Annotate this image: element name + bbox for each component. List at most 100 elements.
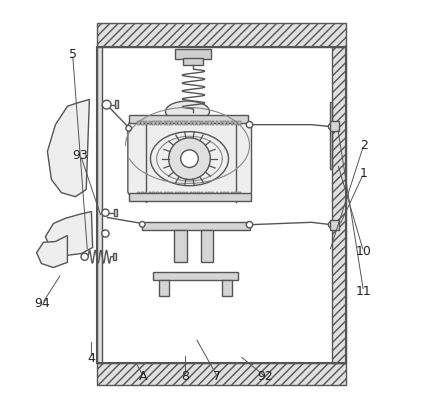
Text: 2: 2	[360, 139, 368, 152]
Bar	[160, 192, 162, 196]
Circle shape	[126, 125, 132, 131]
Bar	[182, 121, 185, 125]
Text: 1: 1	[360, 167, 368, 180]
Text: 92: 92	[258, 370, 273, 383]
Ellipse shape	[151, 132, 229, 186]
Bar	[194, 121, 196, 125]
Bar	[142, 222, 249, 230]
Ellipse shape	[166, 101, 210, 122]
Text: 7: 7	[214, 370, 222, 383]
Bar	[175, 192, 177, 196]
Bar	[129, 114, 248, 123]
Bar	[194, 192, 196, 196]
Bar	[231, 192, 233, 196]
Text: 93: 93	[73, 149, 89, 162]
Bar	[216, 192, 218, 196]
Bar	[205, 192, 207, 196]
Bar	[220, 121, 222, 125]
Circle shape	[328, 222, 335, 228]
Bar	[97, 48, 102, 363]
FancyBboxPatch shape	[128, 122, 252, 195]
Bar	[331, 48, 346, 363]
Bar	[149, 121, 151, 125]
Bar	[227, 121, 229, 125]
Bar	[153, 272, 238, 280]
Bar	[186, 121, 188, 125]
Bar	[330, 102, 331, 170]
Bar	[156, 121, 159, 125]
Bar	[197, 121, 199, 125]
Circle shape	[81, 253, 88, 260]
Bar	[182, 192, 185, 196]
Circle shape	[328, 123, 335, 130]
Bar	[175, 121, 177, 125]
Bar	[97, 48, 346, 363]
Text: 4: 4	[87, 352, 95, 365]
Bar	[212, 192, 214, 196]
Bar	[238, 192, 241, 196]
Bar	[97, 363, 346, 385]
Bar	[128, 193, 251, 202]
Bar	[149, 192, 151, 196]
Bar	[175, 50, 211, 59]
Bar	[205, 121, 207, 125]
Bar	[330, 220, 339, 230]
Bar	[186, 192, 188, 196]
Text: 94: 94	[34, 297, 50, 310]
Circle shape	[102, 209, 109, 216]
Bar	[212, 121, 214, 125]
Circle shape	[102, 100, 111, 109]
Bar	[97, 23, 346, 48]
Bar	[171, 192, 174, 196]
Bar	[183, 58, 203, 65]
Text: 10: 10	[356, 245, 372, 258]
Bar	[113, 253, 116, 260]
Bar	[227, 192, 229, 196]
Text: 8: 8	[182, 370, 190, 383]
Bar	[114, 209, 117, 216]
Bar	[174, 230, 187, 262]
Bar	[234, 192, 237, 196]
Circle shape	[140, 222, 145, 227]
Bar	[234, 121, 237, 125]
Bar	[171, 121, 174, 125]
Circle shape	[246, 222, 253, 228]
Bar	[201, 230, 214, 262]
Text: 5: 5	[69, 48, 77, 61]
Circle shape	[102, 230, 109, 237]
Bar	[190, 121, 192, 125]
Bar	[201, 121, 203, 125]
Bar	[223, 121, 225, 125]
Bar	[141, 192, 144, 196]
Circle shape	[169, 138, 210, 179]
Bar	[179, 192, 181, 196]
Bar	[163, 121, 166, 125]
Text: 11: 11	[356, 285, 371, 298]
Bar	[330, 121, 339, 131]
Circle shape	[181, 150, 198, 168]
Bar	[238, 121, 241, 125]
Bar	[115, 100, 118, 108]
Bar	[190, 192, 192, 196]
Bar	[156, 192, 159, 196]
Bar	[216, 121, 218, 125]
Bar	[137, 192, 140, 196]
Bar	[223, 192, 225, 196]
Circle shape	[246, 121, 253, 128]
Bar	[222, 280, 232, 295]
Bar	[197, 192, 199, 196]
Bar	[167, 192, 170, 196]
Polygon shape	[45, 212, 93, 256]
Bar	[208, 192, 211, 196]
Bar	[145, 192, 148, 196]
Bar	[160, 121, 162, 125]
Bar	[152, 192, 155, 196]
Bar	[220, 192, 222, 196]
Polygon shape	[37, 235, 67, 268]
Bar	[179, 121, 181, 125]
Bar	[167, 121, 170, 125]
Bar	[152, 121, 155, 125]
Text: A: A	[139, 370, 148, 383]
Bar	[137, 121, 140, 125]
Bar	[231, 121, 233, 125]
